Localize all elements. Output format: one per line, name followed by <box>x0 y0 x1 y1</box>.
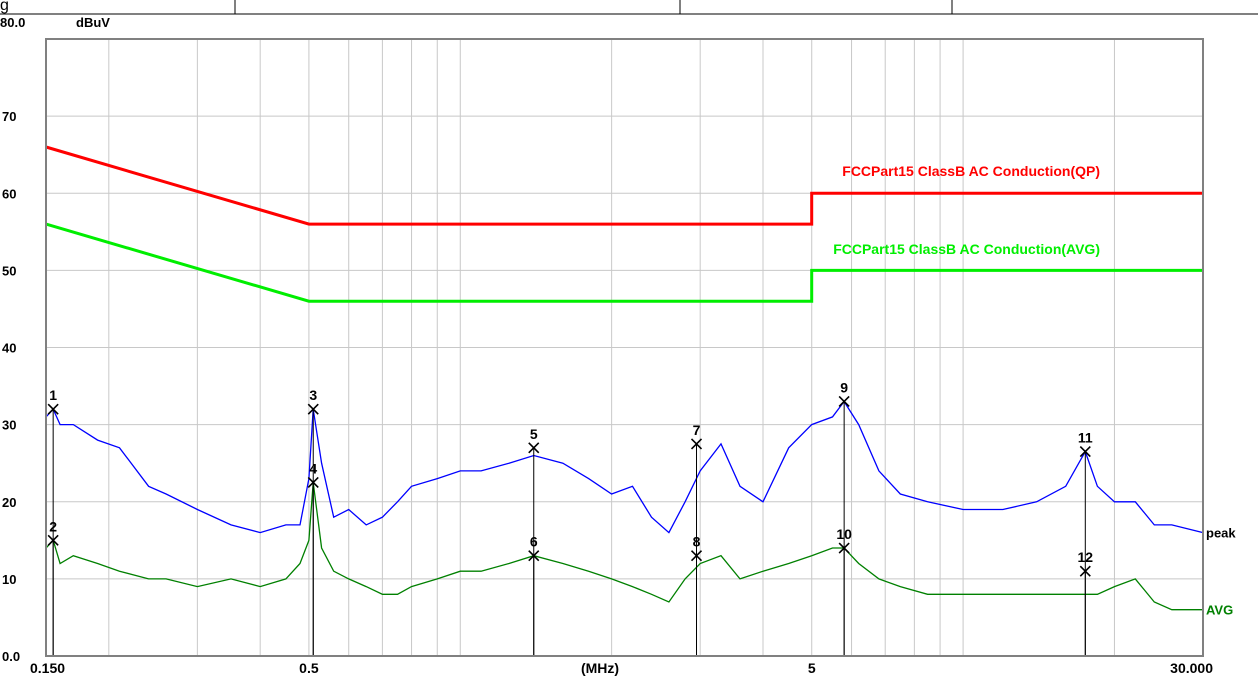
avg-trace-label: AVG <box>1206 603 1233 618</box>
x-tick-label: 0.150 <box>30 660 65 676</box>
marker-cross <box>307 403 319 415</box>
marker-label: 6 <box>530 534 538 550</box>
y-tick-labels: 70 60 50 40 30 20 10 0.0 <box>2 109 20 664</box>
y-tick-label: 20 <box>2 495 16 510</box>
marker-label: 1 <box>49 387 57 403</box>
marker-cross <box>47 534 59 546</box>
peak-trace-label: peak <box>1206 526 1236 541</box>
measurement-series: peak AVG <box>45 400 1236 618</box>
marker-label: 10 <box>836 526 852 542</box>
y-tick-label: 30 <box>2 418 16 433</box>
x-tick-label: 0.5 <box>299 660 319 676</box>
marker-label: 8 <box>693 534 701 550</box>
marker-label: 7 <box>693 422 701 438</box>
limit-lines: FCCPart15 ClassB AC Conduction(QP) FCCPar… <box>45 145 1203 303</box>
plot-grid <box>46 39 1203 656</box>
y-axis-unit: dBuV <box>76 15 110 30</box>
avg-limit-line <box>45 222 1203 303</box>
marker-cross <box>690 550 703 562</box>
marker-cross <box>838 542 850 554</box>
qp-limit-line-label: FCCPart15 ClassB AC Conduction(QP) <box>842 163 1100 179</box>
x-tick-label: 5 <box>808 660 816 676</box>
marker-label: 3 <box>309 387 317 403</box>
y-tick-label: 70 <box>2 109 16 124</box>
marker-label: 4 <box>309 460 317 476</box>
x-tick-labels: 0.150 0.5 5 30.000 <box>30 660 1213 676</box>
marker-cross <box>47 403 59 415</box>
x-axis-label: (MHz) <box>581 660 619 676</box>
header-text: g <box>0 0 9 14</box>
y-axis-max-label: 80.0 <box>0 15 25 30</box>
marker-label: 11 <box>1078 430 1093 446</box>
avg-trace <box>45 482 1203 611</box>
marker-label: 9 <box>840 379 848 395</box>
marker-cross <box>307 476 319 489</box>
y-tick-label: 50 <box>2 263 16 278</box>
y-tick-label: 0.0 <box>2 649 20 664</box>
avg-limit-line-label: FCCPart15 ClassB AC Conduction(AVG) <box>833 241 1100 257</box>
marker-label: 5 <box>530 426 538 442</box>
qp-limit-line <box>45 145 1203 226</box>
marker-cross <box>1079 565 1091 577</box>
x-tick-label: 30.000 <box>1170 660 1213 676</box>
y-tick-label: 10 <box>2 572 16 587</box>
marker-cross <box>528 442 540 454</box>
y-tick-label: 40 <box>2 341 16 356</box>
marker-cross <box>528 550 540 562</box>
marker-cross <box>838 395 850 408</box>
marker-cross <box>690 438 703 450</box>
marker-label: 2 <box>49 518 57 534</box>
marker-label: 12 <box>1078 549 1094 565</box>
plot-frame <box>45 38 1204 657</box>
y-tick-label: 60 <box>2 186 16 201</box>
marker-cross <box>1079 446 1091 458</box>
peak-trace <box>45 400 1204 534</box>
